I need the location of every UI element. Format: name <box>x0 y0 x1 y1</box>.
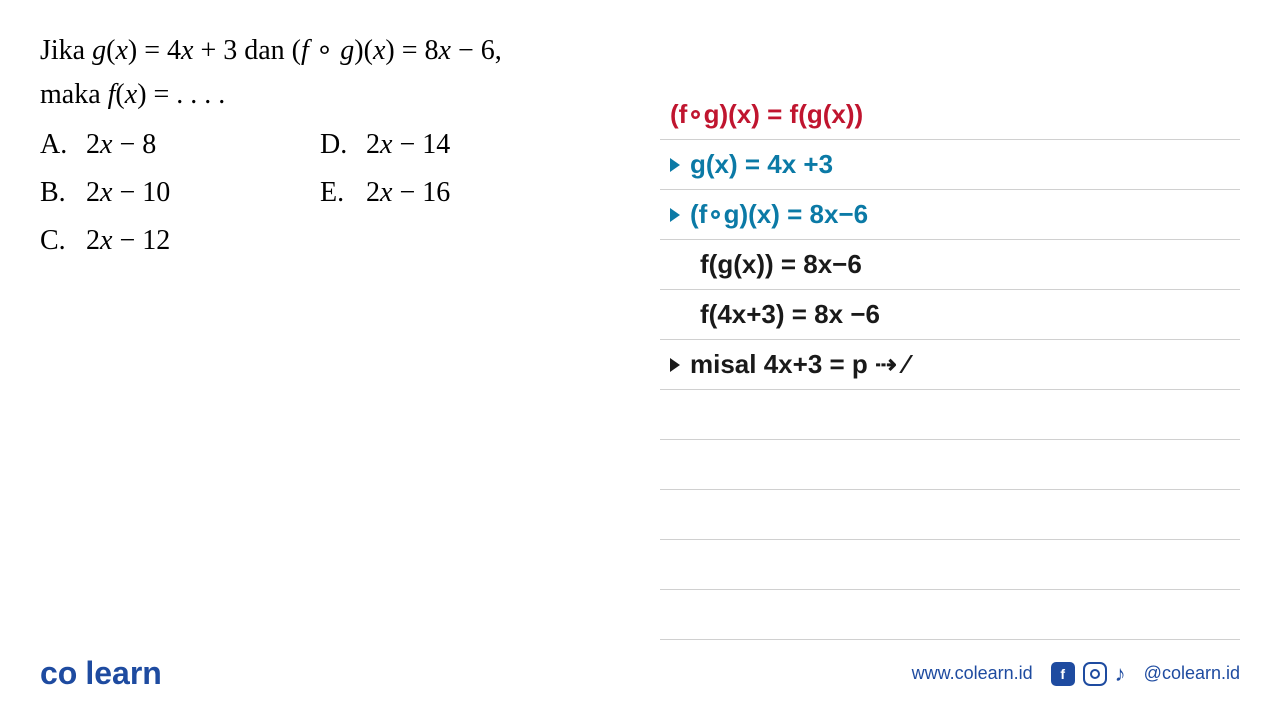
text: − 6, <box>451 35 502 66</box>
text: ( <box>115 79 124 110</box>
logo: colearn <box>40 655 162 692</box>
text: Jika <box>40 35 92 66</box>
option-e: E. 2x − 16 <box>320 172 600 214</box>
logo-co: co <box>40 655 77 691</box>
hw-line-5: f(4x+3) = 8x −6 <box>660 290 1240 340</box>
hw-text: f(4x+3) = 8x −6 <box>700 299 880 330</box>
option-c: C. 2x − 12 <box>40 220 320 262</box>
var-x: x <box>373 35 385 66</box>
hw-text: f(g(x)) = 8x−6 <box>700 249 862 280</box>
var-x: x <box>181 35 193 66</box>
text: ) = 8 <box>385 35 438 66</box>
option-letter: D. <box>320 124 348 166</box>
facebook-icon: f <box>1051 662 1075 686</box>
var-f: f <box>301 35 309 66</box>
text: ) = 4 <box>128 35 181 66</box>
hw-line-3: (f∘g)(x) = 8x−6 <box>660 190 1240 240</box>
question-column: Jika g(x) = 4x + 3 dan (f ∘ g)(x) = 8x −… <box>40 30 620 640</box>
main-content: Jika g(x) = 4x + 3 dan (f ∘ g)(x) = 8x −… <box>0 0 1280 670</box>
footer-right: www.colearn.id f ♪ @colearn.id <box>912 661 1240 687</box>
option-letter: C. <box>40 220 68 262</box>
option-text: 2x − 12 <box>86 220 170 262</box>
var-x: x <box>125 79 137 110</box>
logo-learn: learn <box>85 655 161 691</box>
option-letter: E. <box>320 172 348 214</box>
option-b: B. 2x − 10 <box>40 172 320 214</box>
hw-line-4: f(g(x)) = 8x−6 <box>660 240 1240 290</box>
footer-handle: @colearn.id <box>1144 663 1240 684</box>
option-d: D. 2x − 14 <box>320 124 600 166</box>
text: )( <box>354 35 373 66</box>
hw-line-empty <box>660 390 1240 440</box>
footer: colearn www.colearn.id f ♪ @colearn.id <box>0 655 1280 692</box>
instagram-icon <box>1083 662 1107 686</box>
social-icons: f ♪ <box>1051 661 1126 687</box>
lined-paper: (f∘g)(x) = f(g(x)) g(x) = 4x +3 (f∘g)(x)… <box>660 90 1240 640</box>
hw-line-empty <box>660 440 1240 490</box>
option-text: 2x − 10 <box>86 172 170 214</box>
hw-text: (f∘g)(x) = 8x−6 <box>690 199 868 230</box>
option-text: 2x − 14 <box>366 124 450 166</box>
option-letter: A. <box>40 124 68 166</box>
text: ) = . . . . <box>137 79 225 110</box>
hw-text: misal 4x+3 = p ⇢ ⁄ <box>690 349 908 380</box>
var-g: g <box>340 35 354 66</box>
handwriting-column: (f∘g)(x) = f(g(x)) g(x) = 4x +3 (f∘g)(x)… <box>660 30 1240 640</box>
option-letter: B. <box>40 172 68 214</box>
hw-line-2: g(x) = 4x +3 <box>660 140 1240 190</box>
hw-line-empty <box>660 540 1240 590</box>
hw-line-empty <box>660 590 1240 640</box>
hw-line-6: misal 4x+3 = p ⇢ ⁄ <box>660 340 1240 390</box>
text: ∘ <box>309 35 341 66</box>
triangle-icon <box>670 158 680 172</box>
var-x: x <box>439 35 451 66</box>
options-grid: A. 2x − 8 D. 2x − 14 B. 2x − 10 E. 2x − … <box>40 124 620 262</box>
triangle-icon <box>670 358 680 372</box>
text: + 3 dan ( <box>193 35 301 66</box>
question-line-1: Jika g(x) = 4x + 3 dan (f ∘ g)(x) = 8x −… <box>40 30 620 72</box>
hw-line-empty <box>660 490 1240 540</box>
var-x: x <box>115 35 127 66</box>
hw-text: (f∘g)(x) = f(g(x)) <box>670 99 863 130</box>
text: maka <box>40 79 108 110</box>
hw-text: g(x) = 4x +3 <box>690 149 833 180</box>
tiktok-icon: ♪ <box>1115 661 1126 687</box>
question-line-2: maka f(x) = . . . . <box>40 74 620 116</box>
triangle-icon <box>670 208 680 222</box>
hw-line-1: (f∘g)(x) = f(g(x)) <box>660 90 1240 140</box>
option-text: 2x − 8 <box>86 124 156 166</box>
option-a: A. 2x − 8 <box>40 124 320 166</box>
var-g: g <box>92 35 106 66</box>
option-text: 2x − 16 <box>366 172 450 214</box>
footer-url: www.colearn.id <box>912 663 1033 684</box>
